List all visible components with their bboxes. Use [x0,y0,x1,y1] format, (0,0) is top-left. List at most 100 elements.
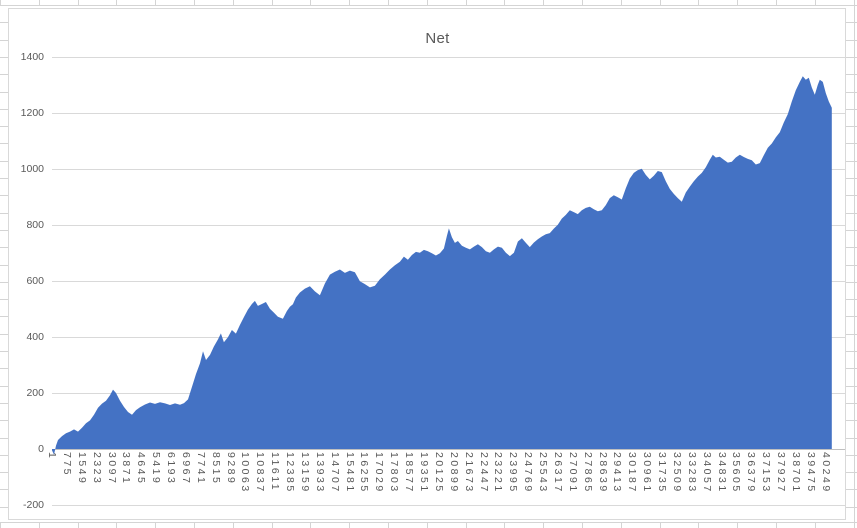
sheet-gridline [155,0,157,5]
y-axis-tick-label: 800 [26,219,44,231]
gridline [52,113,845,114]
sheet-gridline [582,0,583,5]
sheet-gridline [0,126,8,128]
y-axis-tick-label: 400 [26,331,44,343]
sheet-gridline [0,521,857,523]
sheet-gridline [0,247,8,249]
sheet-gridline [0,472,8,474]
y-axis-tick-label: 1000 [20,163,44,175]
sheet-gridline [310,0,312,5]
sheet-gridline [846,160,857,162]
chart-title[interactable]: Net [425,30,450,47]
net-area-series[interactable] [52,40,845,520]
sheet-gridline [0,368,8,370]
sheet-gridline [0,351,8,352]
sheet-gridline [426,0,428,5]
sheet-gridline [0,212,8,214]
sheet-gridline [582,521,583,528]
sheet-gridline [77,521,79,528]
sheet-gridline [846,212,857,214]
sheet-gridline [846,351,857,352]
y-axis-tick-label: -200 [22,499,44,511]
sheet-gridline [620,0,622,5]
sheet-gridline [846,333,857,335]
sheet-gridline [0,160,8,162]
sheet-gridline [698,521,700,528]
sheet-gridline [620,521,622,528]
sheet-gridline [0,22,8,24]
sheet-gridline [504,521,506,528]
sheet-gridline [543,521,545,528]
gridline [52,57,845,58]
sheet-gridline [776,521,777,528]
sheet-gridline [116,521,118,528]
sheet-gridline [846,368,857,370]
sheet-gridline [846,506,857,508]
sheet-gridline [116,0,118,5]
sheet-gridline [846,437,857,439]
sheet-gridline [846,178,857,179]
sheet-gridline [0,5,857,6]
y-axis-tick-label: 1400 [20,51,44,63]
sheet-gridline [0,402,8,404]
sheet-gridline [0,264,8,266]
sheet-gridline [0,420,8,422]
sheet-gridline [271,521,273,528]
sheet-gridline [846,281,857,283]
sheet-gridline [38,521,40,528]
sheet-gridline [0,454,8,456]
sheet-gridline [853,0,855,5]
gridline [52,505,845,506]
sheet-gridline [814,0,816,5]
sheet-gridline [232,0,234,5]
sheet-gridline [0,316,8,318]
y-axis-tick-label: 0 [38,443,44,455]
sheet-gridline [737,0,739,5]
sheet-gridline [846,489,857,491]
sheet-gridline [846,22,857,24]
sheet-gridline [814,521,816,528]
sheet-gridline [0,333,8,335]
sheet-gridline [0,229,8,231]
sheet-gridline [846,299,857,301]
sheet-gridline [155,521,157,528]
sheet-gridline [854,5,855,522]
sheet-gridline [659,521,661,528]
y-axis-tick-label: 200 [26,387,44,399]
sheet-gridline [776,0,777,5]
sheet-gridline [0,281,8,283]
sheet-gridline [846,229,857,231]
sheet-gridline [271,0,273,5]
sheet-gridline [846,39,857,41]
sheet-gridline [846,91,857,93]
sheet-gridline [0,108,8,110]
sheet-gridline [846,247,857,249]
y-axis-tick-label: 600 [26,275,44,287]
sheet-gridline [846,402,857,404]
sheet-gridline [846,143,857,145]
sheet-gridline [0,74,8,76]
sheet-gridline [0,39,8,41]
zero-axis-line [52,449,845,450]
sheet-gridline [846,108,857,110]
sheet-gridline [0,56,8,58]
sheet-gridline [349,0,351,5]
sheet-gridline [0,178,8,179]
sheet-gridline [194,521,195,528]
sheet-gridline [465,0,467,5]
sheet-gridline [504,0,506,5]
sheet-gridline [232,521,234,528]
sheet-gridline [0,489,8,491]
sheet-gridline [0,91,8,93]
sheet-gridline [0,521,1,528]
sheet-gridline [0,385,8,387]
sheet-gridline [846,56,857,58]
sheet-gridline [846,126,857,128]
sheet-gridline [38,0,40,5]
sheet-gridline [388,521,389,528]
sheet-gridline [77,0,79,5]
sheet-gridline [426,521,428,528]
sheet-gridline [194,0,195,5]
sheet-gridline [543,0,545,5]
